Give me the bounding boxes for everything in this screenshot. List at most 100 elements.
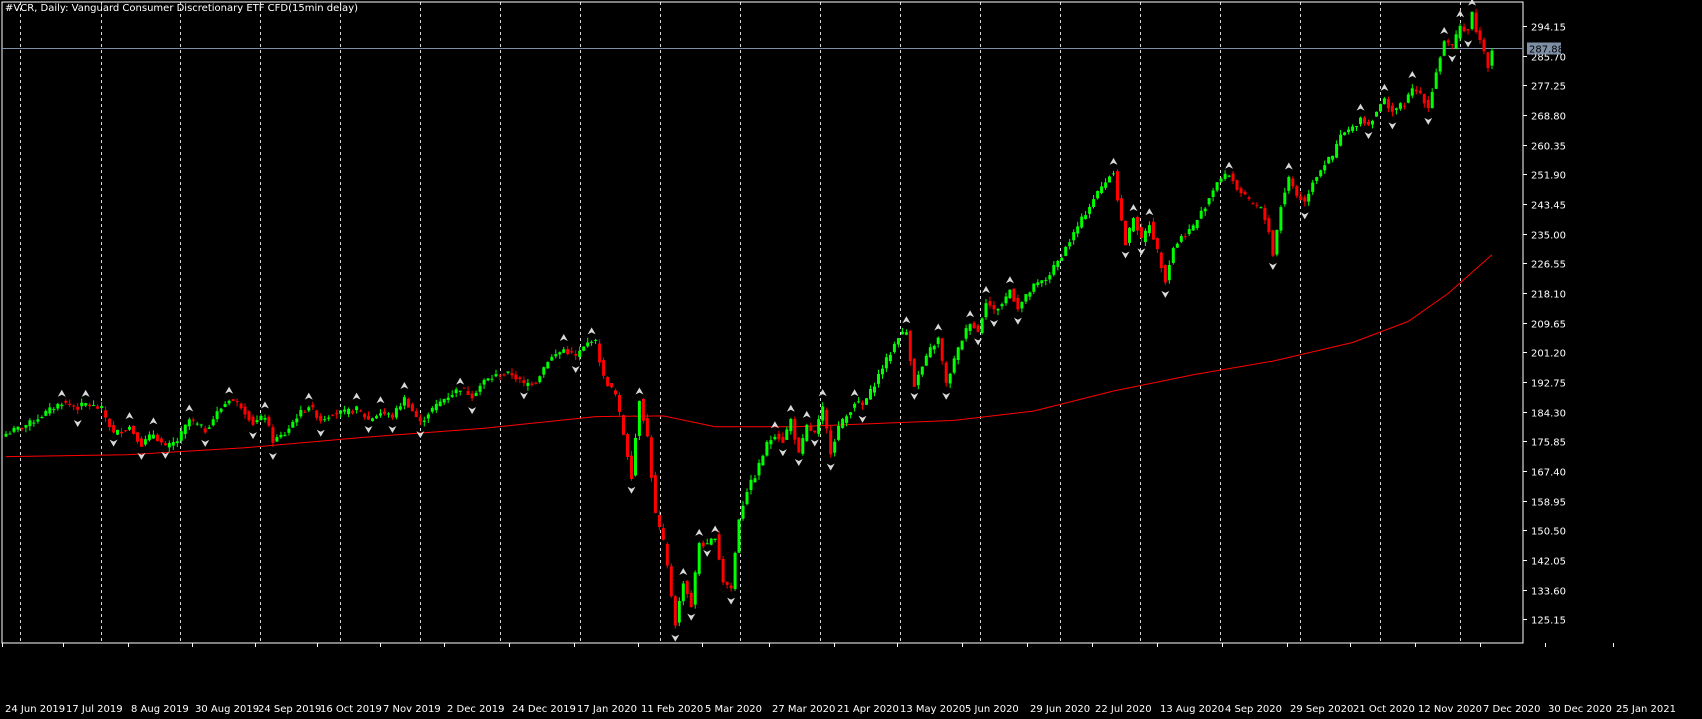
candle-body — [626, 434, 629, 457]
x-tick-label: 22 Jul 2020 — [1095, 704, 1152, 715]
candle-body — [1482, 39, 1486, 52]
y-tick-label: 268.80 — [1531, 112, 1566, 123]
candle-body — [988, 301, 992, 306]
candle-body — [438, 401, 442, 407]
fractal-down-arrow — [810, 439, 819, 447]
candle-body — [299, 410, 303, 417]
candle-body — [1040, 280, 1044, 284]
candle-body — [207, 427, 211, 429]
current-price-tag — [1527, 42, 1561, 55]
fractal-up-arrow — [786, 404, 795, 412]
fractal-down-arrow — [942, 392, 951, 400]
candle-body — [48, 407, 52, 414]
candle-body — [466, 391, 470, 395]
candle-body — [558, 352, 562, 355]
candle-body — [733, 552, 737, 589]
candle-body — [1183, 236, 1187, 238]
candle-body — [235, 401, 239, 403]
candle-body — [291, 421, 295, 428]
candle-body — [140, 438, 143, 447]
candle-body — [191, 419, 195, 421]
x-tick-label: 11 Feb 2020 — [641, 704, 703, 715]
candle-body — [147, 434, 151, 441]
candle-body — [645, 418, 649, 437]
fractal-up-arrow — [850, 389, 859, 397]
candle-body — [892, 344, 896, 352]
candle-body — [1414, 89, 1418, 92]
candle-body — [1128, 227, 1131, 243]
y-tick-label: 175.85 — [1531, 438, 1566, 449]
candle-body — [243, 406, 247, 415]
candle-body — [1287, 177, 1291, 191]
candle-body — [936, 337, 940, 344]
candle-body — [183, 424, 187, 434]
candle-body — [454, 389, 458, 394]
fractal-down-arrow — [416, 431, 425, 439]
candle-body — [1092, 199, 1096, 207]
candle-body — [1151, 221, 1155, 240]
candle-body — [227, 400, 231, 404]
fractal-down-arrow — [687, 613, 696, 621]
candle-body — [1283, 192, 1287, 205]
candle-body — [996, 309, 1000, 311]
fractal-up-arrow — [770, 421, 779, 429]
candle-body — [634, 437, 637, 476]
candle-body — [120, 431, 123, 434]
fractal-up-arrow — [1356, 103, 1365, 111]
candle-body — [693, 572, 697, 605]
fractal-up-arrow — [711, 525, 720, 533]
candle-body — [84, 403, 88, 406]
candle-body — [637, 400, 641, 436]
candle-body — [1155, 238, 1159, 250]
candle-body — [510, 373, 514, 376]
candle-body — [881, 368, 884, 375]
candle-body — [1331, 155, 1335, 160]
candle-body — [28, 420, 32, 427]
candle-body — [1351, 126, 1355, 131]
candle-body — [1116, 171, 1119, 201]
chart-title: #VCR, Daily: Vanguard Consumer Discretio… — [5, 3, 359, 14]
candle-body — [151, 434, 155, 439]
candle-body — [833, 441, 837, 453]
candle-body — [271, 427, 275, 443]
fractal-down-arrow — [778, 449, 787, 457]
candle-body — [20, 428, 24, 429]
candle-body — [952, 358, 956, 373]
y-tick-label: 209.65 — [1531, 320, 1566, 331]
candle-body — [789, 419, 793, 432]
candle-body — [1211, 190, 1215, 197]
candle-body — [494, 374, 498, 377]
candle-body — [1458, 25, 1462, 39]
candle-body — [450, 395, 454, 397]
candle-body — [578, 350, 582, 357]
candle-body — [1255, 204, 1259, 206]
fractal-down-arrow — [627, 486, 636, 494]
candle-body — [618, 395, 621, 412]
candle-body — [1410, 88, 1414, 96]
x-tick-label: 4 Sep 2020 — [1225, 704, 1282, 715]
fractal-up-arrow — [400, 382, 409, 390]
candle-body — [1275, 230, 1279, 255]
candle-body — [1000, 304, 1004, 307]
candle-body — [116, 429, 119, 435]
candle-body — [546, 362, 550, 369]
candle-body — [331, 414, 335, 416]
candle-body — [606, 377, 610, 387]
candle-body — [1371, 121, 1374, 125]
candle-body — [741, 505, 745, 519]
candle-body — [1120, 198, 1123, 221]
candle-body — [1386, 99, 1390, 109]
candle-body — [1056, 260, 1060, 267]
candle-body — [478, 385, 482, 392]
candle-body — [199, 424, 203, 426]
fractal-down-arrow — [1300, 212, 1309, 220]
candle-body — [1203, 208, 1207, 212]
candle-body — [175, 441, 179, 444]
candle-body — [1088, 206, 1092, 214]
candle-body — [379, 413, 382, 416]
candle-body — [1426, 99, 1430, 109]
candle-body — [506, 371, 510, 373]
candle-body — [522, 380, 526, 384]
y-tick-label: 260.35 — [1531, 142, 1566, 153]
